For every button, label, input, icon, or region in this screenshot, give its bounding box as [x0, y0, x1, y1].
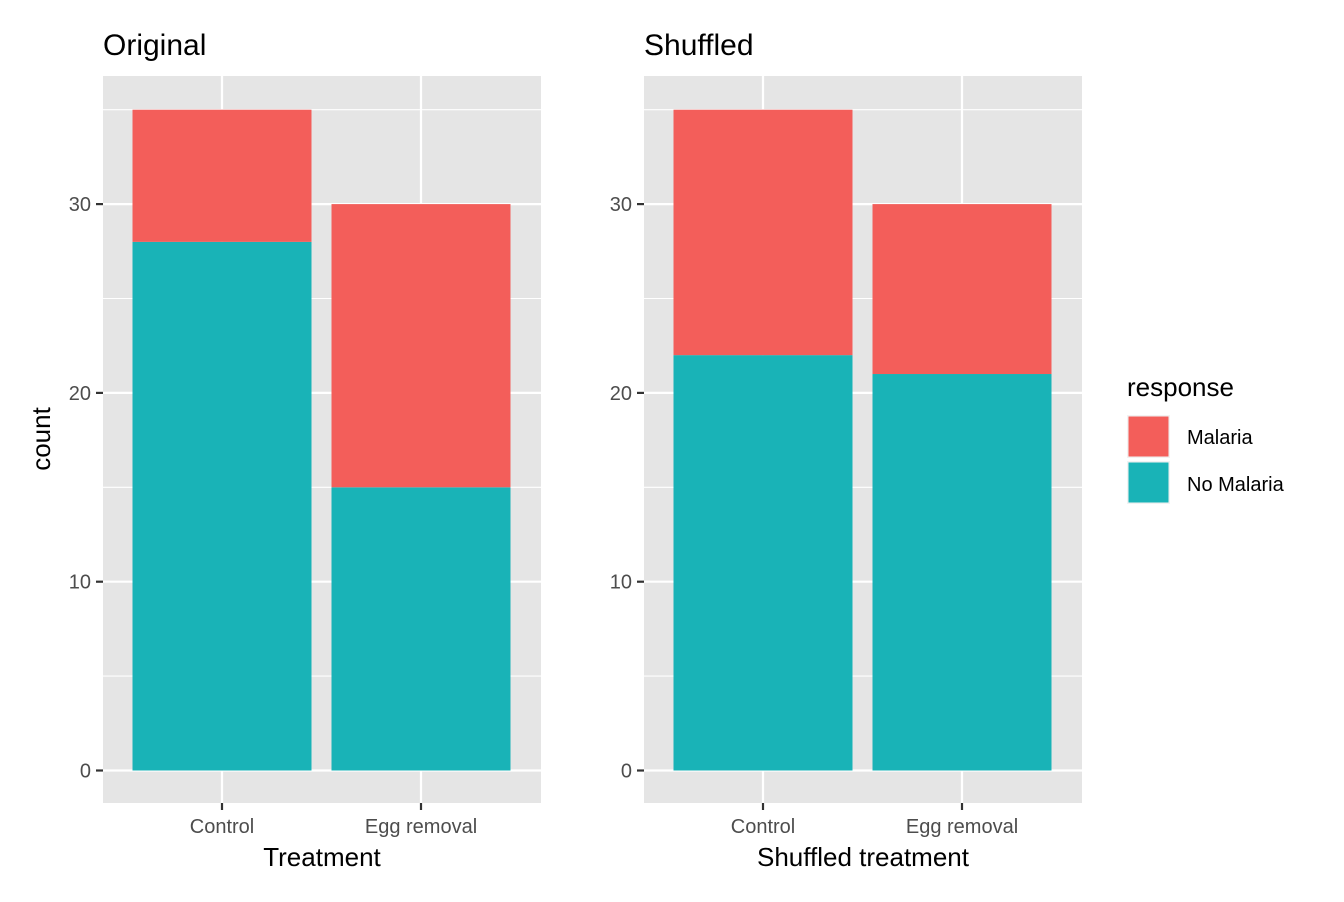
legend-item-no-malaria: No Malaria: [1127, 461, 1285, 504]
bar-control-no-malaria: [673, 355, 853, 771]
legend-item-malaria: Malaria: [1127, 415, 1253, 458]
y-tick-label: 20: [69, 383, 91, 405]
x-tick-label: Control: [731, 816, 795, 838]
bars: [673, 109, 1052, 771]
y-tick-label: 30: [610, 194, 632, 216]
bar-control-malaria: [673, 109, 853, 356]
legend-label-malaria: Malaria: [1187, 427, 1253, 449]
axes: 0 10 20 30 Control Egg removal: [610, 194, 1018, 838]
x-axis-title: Treatment: [263, 842, 381, 872]
y-tick-label: 30: [69, 194, 91, 216]
panel-title: Shuffled: [644, 29, 754, 62]
legend: response Malaria No Malaria: [1127, 372, 1285, 504]
x-axis-title: Shuffled treatment: [757, 842, 970, 872]
bar-egg-removal-malaria: [331, 204, 511, 488]
legend-swatch-malaria: [1128, 416, 1169, 457]
x-tick-label: Egg removal: [906, 816, 1018, 838]
bar-egg-removal-malaria: [872, 204, 1052, 375]
x-tick-label: Egg removal: [365, 816, 477, 838]
panel-title: Original: [103, 29, 206, 62]
legend-title: response: [1127, 372, 1234, 402]
bars: [132, 109, 511, 771]
bar-control-no-malaria: [132, 241, 312, 771]
bar-control-malaria: [132, 109, 312, 242]
y-tick-label: 0: [621, 761, 632, 783]
panel-original: Original 0 10 20 30 Control Egg removal Treat…: [26, 29, 541, 872]
y-tick-label: 10: [610, 572, 632, 594]
y-tick-label: 10: [69, 572, 91, 594]
bar-egg-removal-no-malaria: [872, 374, 1052, 771]
y-axis-title: count: [26, 406, 56, 470]
y-tick-label: 20: [610, 383, 632, 405]
panel-shuffled: Shuffled 0 10 20 30 Control Egg removal Shuff…: [610, 29, 1082, 872]
bar-egg-removal-no-malaria: [331, 487, 511, 771]
axes: 0 10 20 30 Control Egg removal: [69, 194, 477, 838]
y-tick-label: 0: [80, 761, 91, 783]
x-tick-label: Control: [190, 816, 254, 838]
legend-swatch-no-malaria: [1128, 462, 1169, 503]
legend-label-no-malaria: No Malaria: [1187, 474, 1285, 496]
